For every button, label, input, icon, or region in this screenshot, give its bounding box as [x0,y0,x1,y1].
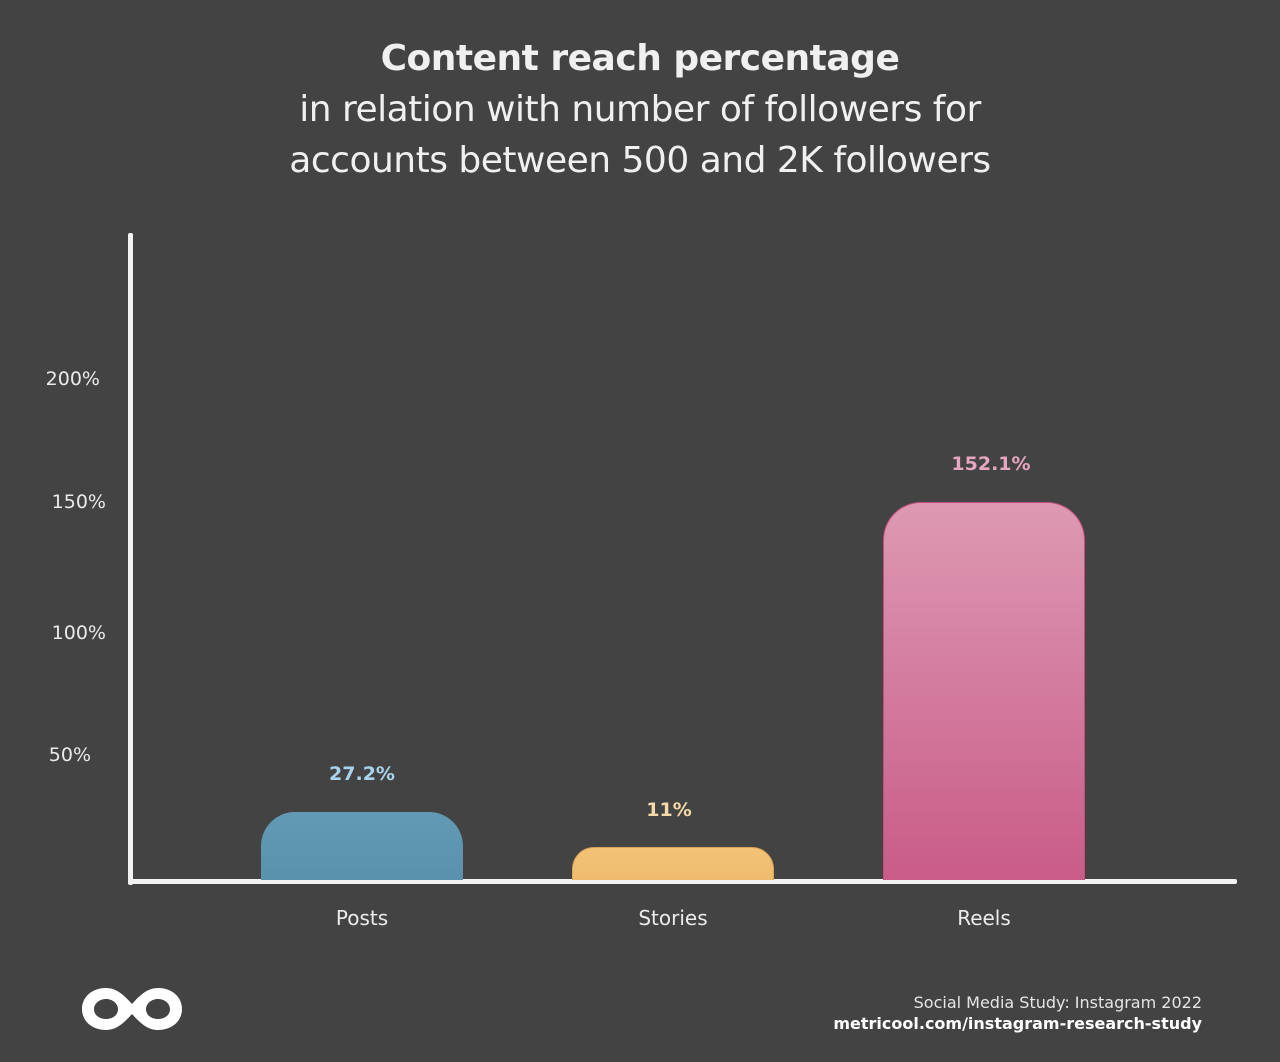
bar-stories [572,847,774,880]
chart-subtitle-line-1: in relation with number of followers for [299,89,981,130]
category-label-posts: Posts [335,906,389,930]
bar-value-stories: 11% [646,799,692,821]
y-axis-line [128,233,133,885]
bar-posts [261,812,463,880]
bar-value-posts: 27.2% [329,763,395,785]
y-tick-150: 150% [51,491,106,513]
chart-subtitle-line-2: accounts between 500 and 2K followers [289,140,991,181]
chart-title: Content reach percentage [380,38,900,79]
y-tick-200: 200% [45,368,100,390]
footer-url-link[interactable]: metricool.com/instagram-research-study [833,1014,1202,1033]
footer-source: Social Media Study: Instagram 2022 metri… [833,992,1202,1034]
bar-value-reels: 152.1% [951,453,1031,475]
x-axis-line [128,879,1237,884]
y-tick-100: 100% [51,622,106,644]
chart-header: Content reach percentage in relation wit… [0,34,1280,186]
footer-study-name: Social Media Study: Instagram 2022 [913,993,1202,1012]
category-label-reels: Reels [957,906,1011,930]
y-tick-50: 50% [48,744,91,766]
bar-reels [883,502,1085,880]
category-label-stories: Stories [638,906,708,930]
metricool-infinity-logo-icon [82,988,182,1030]
